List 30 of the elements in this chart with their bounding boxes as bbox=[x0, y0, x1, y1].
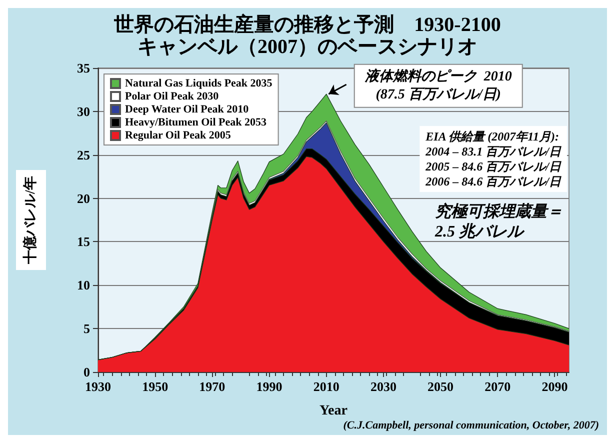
chart-subtitle: キャンベル（2007）のベースシナリオ bbox=[138, 36, 478, 58]
text: (C.J.Campbell, personal communication, October, 2007) bbox=[343, 420, 600, 432]
x-tick-label: 2090 bbox=[542, 379, 568, 394]
y-axis-title: 十億バレル/年 bbox=[22, 176, 38, 265]
legend-label: Regular Oil Peak 2005 bbox=[125, 130, 232, 142]
y-tick-label: 35 bbox=[77, 60, 90, 76]
x-tick-label: 1970 bbox=[199, 379, 226, 394]
legend-label: Heavy/Bitumen Oil Peak 2053 bbox=[125, 116, 267, 128]
x-tick-label: 2070 bbox=[484, 379, 511, 394]
y-tick-label: 20 bbox=[77, 190, 90, 206]
x-axis-title: Year bbox=[320, 404, 348, 418]
y-tick-label: 30 bbox=[77, 104, 90, 119]
y-tick-label: 15 bbox=[77, 234, 90, 250]
x-tick-label: 2010 bbox=[313, 379, 340, 394]
x-tick-label: 2050 bbox=[428, 379, 454, 394]
annotation: EIA 供給量 (2007年11月): 2004 – 83.1 百万バレル/日 2005 – 84.6 百万バレル/日 2006 – 84.6 百万バレル/日 bbox=[424, 130, 562, 188]
y-tick-label: 10 bbox=[77, 278, 90, 293]
annotation: 液体燃料のピーク 2010 (87.5 百万バレル/日) bbox=[364, 67, 512, 102]
legend-label: Deep Water Oil Peak 2010 bbox=[125, 104, 250, 116]
legend-label: Polar Oil Peak 2030 bbox=[125, 90, 220, 102]
y-tick-label: 25 bbox=[77, 147, 90, 162]
annotation: 究極可採埋蔵量＝ 2.5 兆バレル bbox=[434, 202, 563, 240]
chart-title: 世界の石油生産量の推移と予測 1930-2100 bbox=[113, 13, 501, 36]
x-tick-label: 1950 bbox=[142, 379, 168, 394]
y-tick-label: 0 bbox=[84, 364, 90, 380]
x-tick-label: 1930 bbox=[85, 379, 111, 394]
x-tick-label: 2030 bbox=[370, 379, 396, 394]
x-tick-label: 1990 bbox=[256, 379, 282, 394]
y-tick-label: 5 bbox=[84, 321, 90, 336]
legend-label: Natural Gas Liquids Peak 2035 bbox=[125, 78, 273, 90]
